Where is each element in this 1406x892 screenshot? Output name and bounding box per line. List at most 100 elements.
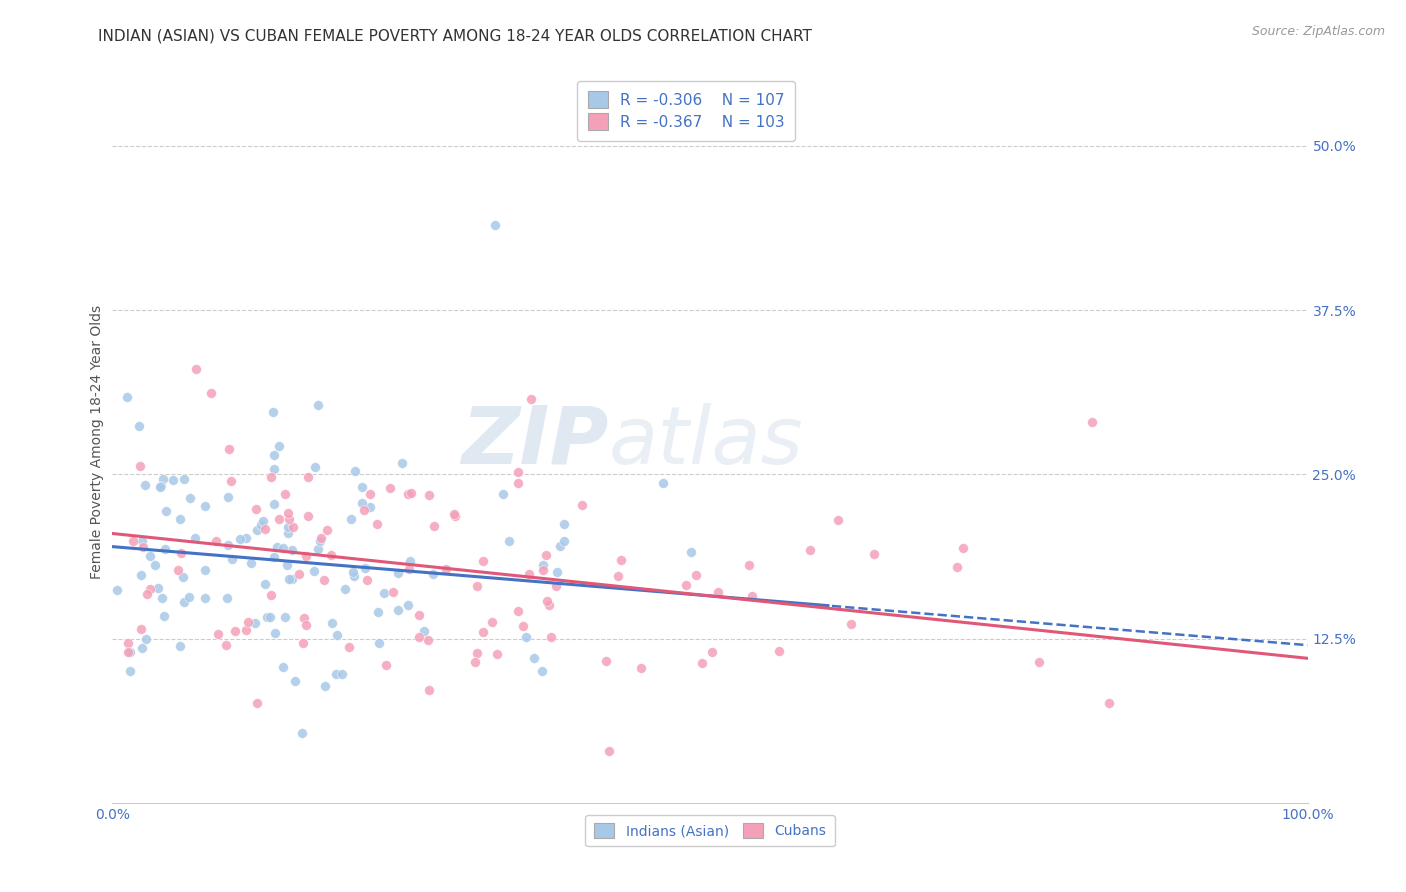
Point — [129, 622, 152, 636]
Point — [1081, 415, 1104, 429]
Point — [277, 506, 299, 520]
Point — [354, 561, 377, 575]
Point — [243, 615, 266, 630]
Point — [186, 362, 208, 376]
Point — [679, 545, 702, 559]
Point — [278, 573, 301, 587]
Point — [534, 548, 557, 562]
Point — [205, 534, 228, 549]
Point — [553, 533, 575, 548]
Point — [218, 442, 240, 457]
Point — [194, 563, 217, 577]
Point — [277, 525, 299, 540]
Point — [443, 509, 465, 524]
Point — [267, 512, 290, 526]
Point — [105, 583, 128, 598]
Point — [485, 647, 508, 661]
Point — [321, 549, 343, 563]
Point — [136, 587, 159, 601]
Point — [352, 480, 374, 494]
Point — [598, 744, 620, 758]
Point — [408, 607, 430, 622]
Point — [531, 558, 554, 573]
Point — [506, 476, 529, 491]
Point — [356, 573, 378, 587]
Point — [799, 542, 821, 557]
Text: ZIP: ZIP — [461, 402, 609, 481]
Point — [256, 610, 278, 624]
Point — [412, 624, 434, 639]
Point — [651, 476, 673, 491]
Point — [215, 591, 238, 606]
Point — [280, 572, 302, 586]
Point — [245, 502, 267, 516]
Point — [129, 568, 152, 582]
Point — [330, 667, 353, 681]
Point — [277, 520, 299, 534]
Point — [259, 610, 281, 624]
Point — [399, 554, 422, 568]
Point — [506, 603, 529, 617]
Point — [153, 608, 176, 623]
Point — [312, 573, 335, 587]
Point — [169, 640, 191, 654]
Point — [481, 615, 503, 629]
Point — [235, 531, 257, 545]
Point — [398, 562, 420, 576]
Point — [378, 481, 401, 495]
Point — [465, 646, 488, 660]
Point — [515, 630, 537, 644]
Point — [280, 543, 302, 558]
Point — [418, 682, 440, 697]
Point — [177, 590, 200, 604]
Point — [131, 533, 153, 548]
Point — [316, 523, 339, 537]
Point — [690, 656, 713, 670]
Point — [309, 532, 332, 546]
Point — [263, 448, 285, 462]
Point — [271, 541, 294, 556]
Point — [267, 439, 290, 453]
Point — [396, 598, 419, 612]
Point — [294, 549, 316, 563]
Point — [302, 564, 325, 578]
Point — [229, 532, 252, 546]
Point — [294, 610, 316, 624]
Text: Source: ZipAtlas.com: Source: ZipAtlas.com — [1251, 25, 1385, 38]
Point — [387, 566, 409, 580]
Point — [238, 615, 260, 629]
Point — [284, 673, 307, 688]
Point — [571, 498, 593, 512]
Point — [707, 584, 730, 599]
Point — [221, 551, 243, 566]
Point — [595, 654, 617, 668]
Point — [260, 470, 283, 484]
Point — [263, 549, 285, 564]
Point — [863, 547, 886, 561]
Point — [359, 487, 381, 501]
Point — [506, 466, 529, 480]
Point — [607, 569, 630, 583]
Point — [523, 651, 546, 665]
Point — [367, 636, 389, 650]
Point — [335, 582, 357, 596]
Point — [1098, 696, 1121, 710]
Point — [465, 579, 488, 593]
Point — [738, 558, 761, 572]
Point — [184, 531, 207, 545]
Point — [382, 585, 405, 599]
Point — [498, 533, 520, 548]
Point — [304, 460, 326, 475]
Point — [215, 639, 238, 653]
Point — [434, 562, 457, 576]
Point — [172, 570, 194, 584]
Point — [325, 666, 347, 681]
Text: INDIAN (ASIAN) VS CUBAN FEMALE POVERTY AMONG 18-24 YEAR OLDS CORRELATION CHART: INDIAN (ASIAN) VS CUBAN FEMALE POVERTY A… — [98, 29, 813, 44]
Point — [548, 539, 571, 553]
Point — [266, 541, 288, 555]
Point — [540, 630, 562, 644]
Point — [117, 636, 139, 650]
Point — [179, 491, 201, 505]
Point — [200, 385, 222, 400]
Point — [546, 565, 568, 579]
